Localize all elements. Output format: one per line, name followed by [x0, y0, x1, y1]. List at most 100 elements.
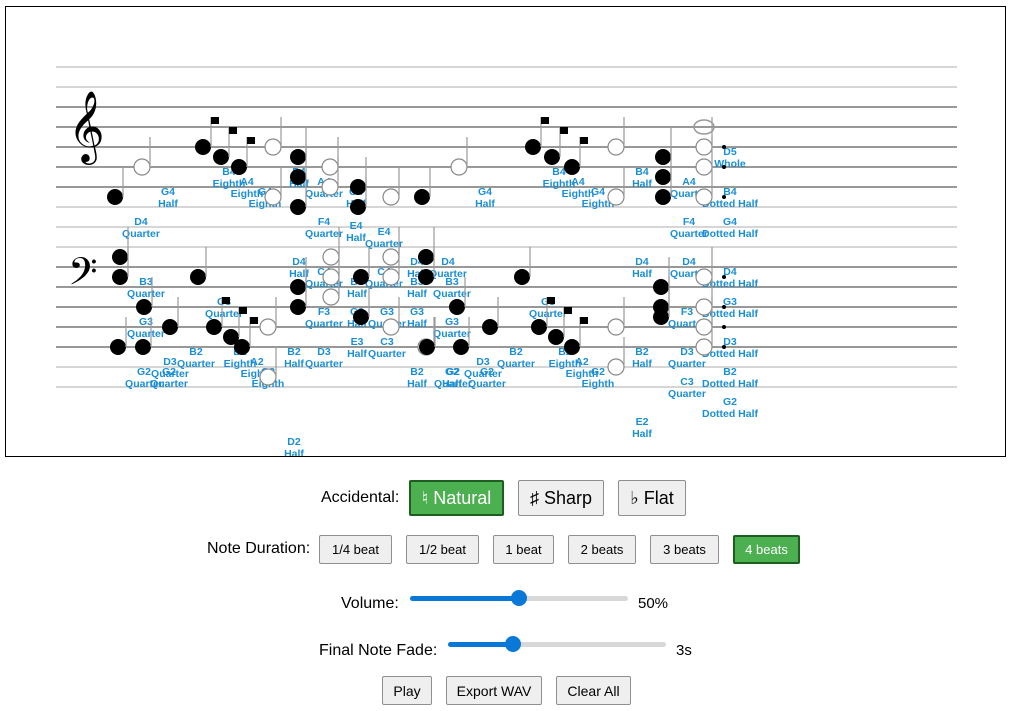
note-pitch-label: F3	[681, 306, 693, 318]
note-duration-label: Quarter	[125, 378, 163, 390]
note-duration-label: Half	[442, 378, 462, 390]
note-pitch-label: B2	[723, 366, 737, 378]
notehead	[607, 138, 625, 156]
note-flag	[211, 117, 219, 124]
note-duration-label: Quarter	[150, 378, 188, 390]
note-pitch-label: G2	[446, 366, 460, 378]
notehead	[695, 338, 713, 356]
note-duration-label: Dotted Half	[702, 278, 759, 290]
note-pitch-label: G4	[591, 186, 605, 198]
note-duration-label: Dotted Half	[702, 198, 759, 210]
note-pitch-label: D3	[723, 336, 737, 348]
play-button[interactable]: Play	[382, 676, 432, 705]
note-duration-label: Half	[347, 348, 367, 360]
note-pitch-label: C3	[380, 336, 394, 348]
note-pitch-label: B2	[635, 346, 649, 358]
note-duration-label: Quarter	[122, 228, 160, 240]
note-duration-label: Quarter	[305, 228, 343, 240]
volume-slider[interactable]	[410, 590, 628, 606]
notehead	[223, 329, 239, 345]
note-pitch-label: D3	[317, 346, 331, 358]
note-duration-label: Quarter	[497, 358, 535, 370]
note-pitch-label: B3	[139, 276, 153, 288]
note-dot	[722, 325, 726, 329]
notehead	[290, 299, 306, 315]
notehead	[544, 149, 560, 165]
notehead	[107, 189, 123, 205]
note-flag	[580, 137, 588, 144]
fade-slider-thumb[interactable]	[505, 636, 522, 652]
export-wav-button[interactable]: Export WAV	[446, 676, 542, 705]
note-duration-label: Eighth	[224, 358, 257, 370]
note-pitch-label: D3	[680, 346, 694, 358]
note-dot	[722, 165, 726, 169]
note-pitch-label: D5	[723, 146, 737, 158]
note-duration-label: Whole	[714, 158, 746, 170]
note-pitch-label: D4	[292, 256, 306, 268]
notehead	[695, 268, 713, 286]
note-pitch-label: G2	[445, 366, 459, 378]
duration-1-beat-button[interactable]: 1 beat	[493, 535, 554, 564]
duration-quarter-beat-button[interactable]: 1/4 beat	[319, 535, 392, 564]
note-pitch-label: B2	[189, 346, 203, 358]
note-pitch-label: D4	[723, 266, 737, 278]
note-duration-label: Half	[407, 318, 427, 330]
note-pitch-label: B3	[445, 276, 459, 288]
score-svg[interactable]: 𝄞 𝄢 D4QuarterG4HalfB4EighthA4EighthG4Eig…	[6, 7, 1005, 456]
notehead	[419, 339, 435, 355]
fade-row: Final Note Fade: 3s	[0, 636, 1017, 660]
volume-value: 50%	[638, 595, 669, 612]
fade-slider[interactable]	[448, 636, 666, 652]
note-duration-label: Quarter	[177, 358, 215, 370]
notehead	[695, 298, 713, 316]
volume-label: Volume:	[341, 595, 399, 612]
notehead	[525, 139, 541, 155]
note-d3-dotted-half: D3 Dotted Half	[695, 277, 759, 360]
flat-button[interactable]: ♭ Flat	[618, 480, 686, 516]
notehead	[548, 329, 564, 345]
note-pitch-label: G3	[139, 316, 153, 328]
note-dot	[722, 195, 726, 199]
volume-slider-thumb[interactable]	[511, 590, 527, 606]
staff-canvas[interactable]: 𝄞 𝄢 D4 Quarter G4 Half B4 Eighth A4 Eighth G4 Eig…	[5, 6, 1006, 457]
treble-clef-icon: 𝄞	[68, 89, 105, 165]
notehead	[514, 269, 530, 285]
notehead	[382, 188, 400, 206]
duration-row: Note Duration: 1/4 beat 1/2 beat 1 beat …	[0, 535, 1017, 565]
duration-2-beats-button[interactable]: 2 beats	[568, 535, 636, 564]
note-flag	[239, 307, 247, 314]
notehead	[482, 319, 498, 335]
notehead	[264, 188, 282, 206]
natural-button[interactable]: ♮ Natural	[409, 480, 504, 516]
clear-all-button[interactable]: Clear All	[556, 676, 631, 705]
note-duration-label: Half	[632, 178, 652, 190]
notehead	[564, 159, 580, 175]
duration-4-beats-button[interactable]: 4 beats	[733, 535, 800, 564]
sharp-button[interactable]: ♯ Sharp	[518, 480, 604, 516]
note-duration-label: Quarter	[434, 378, 472, 390]
duration-half-beat-button[interactable]: 1/2 beat	[406, 535, 479, 564]
notehead	[607, 188, 625, 206]
note-pitch-label: B4	[723, 186, 737, 198]
note-duration-label: Eighth	[562, 188, 595, 200]
duration-3-beats-button[interactable]: 3 beats	[650, 535, 719, 564]
note-duration-label: Quarter	[468, 378, 506, 390]
